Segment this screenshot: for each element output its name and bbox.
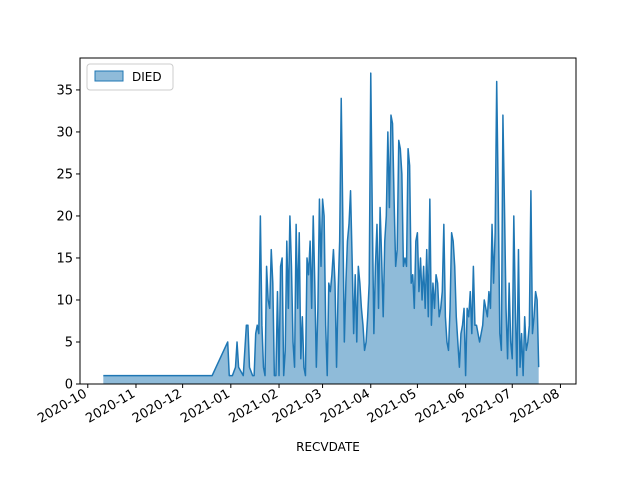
series-line-0	[103, 72, 540, 377]
y-tick-label: 0	[65, 378, 73, 393]
y-tick-label: 20	[56, 209, 73, 224]
y-tick-label: 15	[56, 251, 73, 266]
legend-label: DIED	[132, 70, 162, 84]
y-tick-label: 10	[56, 293, 73, 308]
legend-swatch	[94, 70, 124, 82]
y-tick-label: 35	[56, 83, 73, 98]
y-tick-label: 25	[56, 167, 73, 182]
y-tick-label: 5	[65, 335, 73, 350]
plot-area	[103, 72, 540, 385]
series-area-0	[103, 73, 539, 385]
legend: DIED	[86, 63, 174, 91]
y-tick-label: 30	[56, 125, 73, 140]
x-axis-label: RECVDATE	[296, 440, 360, 454]
plot-frame	[79, 57, 577, 385]
